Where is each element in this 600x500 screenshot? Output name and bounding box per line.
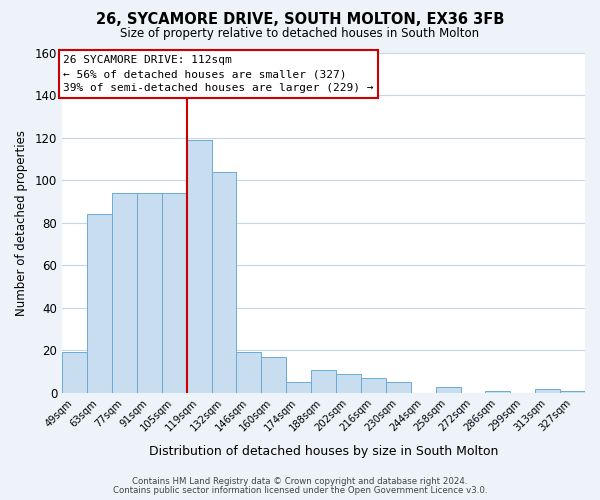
- Bar: [386, 382, 411, 393]
- Text: Size of property relative to detached houses in South Molton: Size of property relative to detached ho…: [121, 28, 479, 40]
- Bar: [236, 352, 262, 393]
- Text: 26 SYCAMORE DRIVE: 112sqm
← 56% of detached houses are smaller (327)
39% of semi: 26 SYCAMORE DRIVE: 112sqm ← 56% of detac…: [64, 54, 374, 94]
- Bar: [286, 382, 311, 393]
- Text: Contains HM Land Registry data © Crown copyright and database right 2024.: Contains HM Land Registry data © Crown c…: [132, 477, 468, 486]
- Bar: [87, 214, 112, 393]
- X-axis label: Distribution of detached houses by size in South Molton: Distribution of detached houses by size …: [149, 444, 498, 458]
- Bar: [62, 352, 87, 393]
- Bar: [560, 391, 585, 393]
- Bar: [436, 386, 461, 393]
- Bar: [112, 193, 137, 393]
- Text: 26, SYCAMORE DRIVE, SOUTH MOLTON, EX36 3FB: 26, SYCAMORE DRIVE, SOUTH MOLTON, EX36 3…: [96, 12, 504, 28]
- Bar: [336, 374, 361, 393]
- Bar: [212, 172, 236, 393]
- Bar: [162, 193, 187, 393]
- Bar: [485, 391, 511, 393]
- Y-axis label: Number of detached properties: Number of detached properties: [15, 130, 28, 316]
- Bar: [137, 193, 162, 393]
- Bar: [262, 356, 286, 393]
- Bar: [311, 370, 336, 393]
- Text: Contains public sector information licensed under the Open Government Licence v3: Contains public sector information licen…: [113, 486, 487, 495]
- Bar: [187, 140, 212, 393]
- Bar: [535, 388, 560, 393]
- Bar: [361, 378, 386, 393]
